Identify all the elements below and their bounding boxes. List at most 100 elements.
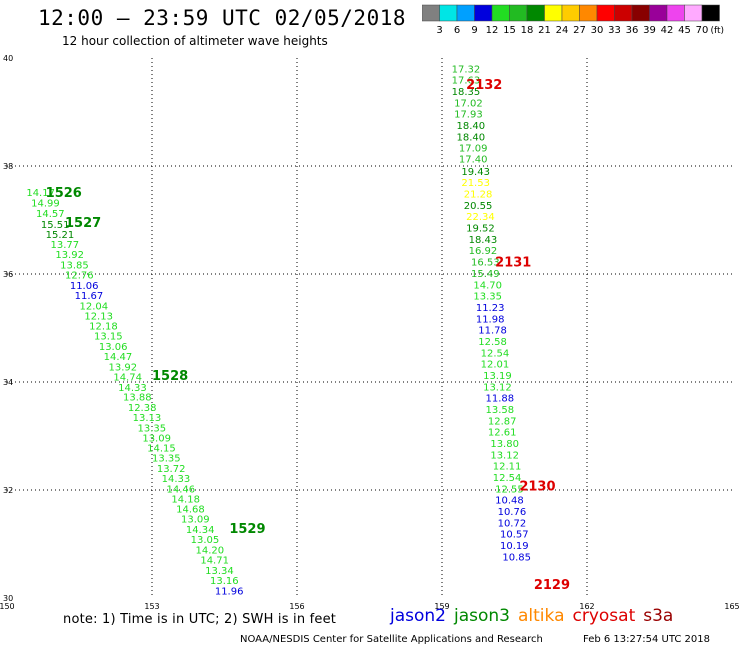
lat-tick-label: 32	[3, 486, 13, 495]
swh-value: 13.88	[123, 393, 152, 404]
credit-line: NOAA/NESDIS Center for Satellite Applica…	[240, 634, 543, 645]
swh-value: 15.49	[471, 269, 500, 280]
swh-value: 13.35	[152, 454, 181, 465]
legend-label: 27	[573, 25, 586, 36]
swh-value: 17.40	[459, 154, 488, 165]
pass-time-label: 1527	[65, 216, 101, 231]
swh-value: 13.72	[157, 464, 186, 475]
swh-value: 14.70	[473, 280, 502, 291]
lat-tick-label: 38	[3, 162, 13, 171]
swh-value: 11.78	[478, 326, 507, 337]
satellite-label-jason2: jason2	[390, 606, 446, 626]
swh-value: 14.68	[176, 504, 205, 515]
pass-time-label: 2129	[534, 578, 570, 593]
track-jason3: 14.1714.9914.5715.5115.2113.7713.9213.85…	[26, 186, 265, 598]
swh-value: 11.06	[70, 281, 99, 292]
satellite-label-jason3: jason3	[454, 606, 510, 626]
satellite-label-altika: altika	[518, 606, 565, 626]
legend-label: 33	[608, 25, 621, 36]
swh-value: 11.88	[486, 394, 515, 405]
swh-value: 17.93	[454, 110, 483, 121]
swh-value: 14.15	[147, 443, 176, 454]
page-subtitle: 12 hour collection of altimeter wave hei…	[62, 34, 328, 48]
swh-value: 13.16	[210, 576, 239, 587]
swh-value: 16.92	[469, 246, 498, 257]
swh-value: 20.55	[464, 201, 493, 212]
swh-value: 12.18	[89, 321, 118, 332]
swh-value: 18.40	[457, 132, 486, 143]
legend-label: 39	[643, 25, 656, 36]
color-legend: 3 6 9 12 15 18 21 24 27 30 33 36 39 42 45 70 (ft)	[422, 4, 724, 36]
legend-label: 18	[521, 25, 534, 36]
swh-value: 17.02	[454, 98, 483, 109]
swh-value: 15.51	[41, 220, 70, 231]
swh-value: 12.01	[481, 360, 510, 371]
legend-unit: (ft)	[710, 26, 724, 36]
swh-value: 14.33	[118, 383, 147, 394]
swh-value: 11.96	[215, 586, 244, 597]
swh-value: 13.58	[486, 405, 515, 416]
legend-swatch	[701, 4, 720, 22]
page-title: 12:00 – 23:59 UTC 02/05/2018	[38, 6, 407, 30]
swh-value: 12.58	[478, 337, 507, 348]
swh-value: 10.85	[502, 552, 531, 563]
swh-value: 10.48	[495, 496, 524, 507]
swh-value: 19.52	[466, 224, 495, 235]
lat-tick-label: 40	[3, 54, 13, 63]
map-grid	[7, 58, 732, 598]
swh-value: 11.23	[476, 303, 505, 314]
legend-label: 21	[538, 25, 551, 36]
swh-value: 18.43	[469, 235, 498, 246]
pass-time-label: 2132	[466, 78, 502, 93]
swh-value: 12.04	[80, 301, 109, 312]
issued-timestamp: Feb 6 13:27:54 UTC 2018	[583, 634, 710, 645]
legend-label: 9	[471, 25, 477, 36]
swh-value: 12.38	[128, 403, 157, 414]
swh-value: 14.17	[26, 188, 55, 199]
legend-label: 45	[678, 25, 691, 36]
swh-value: 13.85	[60, 260, 89, 271]
swh-value: 12.61	[488, 428, 517, 439]
swh-value: 14.47	[104, 352, 133, 363]
swh-value: 11.67	[75, 291, 104, 302]
swh-value: 21.28	[464, 190, 493, 201]
lon-tick-label: 156	[289, 602, 304, 611]
swh-value: 14.18	[171, 495, 200, 506]
swh-value: 12.87	[488, 416, 517, 427]
legend-label: 70	[696, 25, 709, 36]
swh-value: 21.53	[461, 178, 490, 189]
swh-value: 13.92	[55, 250, 84, 261]
legend-label: 6	[454, 25, 460, 36]
legend-label: 3	[436, 25, 442, 36]
swh-value: 16.53	[471, 258, 500, 269]
swh-value: 22.34	[466, 212, 495, 223]
swh-value: 12.54	[481, 348, 510, 359]
swh-value: 12.55	[495, 484, 524, 495]
swh-value: 15.21	[46, 230, 75, 241]
lon-tick-label: 162	[579, 602, 594, 611]
swh-value: 14.20	[196, 545, 225, 556]
swh-value: 10.72	[498, 518, 527, 529]
swh-value: 12.54	[493, 473, 522, 484]
swh-value: 13.06	[99, 342, 128, 353]
legend-label: 30	[591, 25, 604, 36]
swh-value: 14.57	[36, 209, 65, 220]
swh-value: 13.34	[205, 566, 234, 577]
swh-value: 13.09	[142, 434, 171, 445]
swh-value: 13.05	[191, 535, 220, 546]
lon-tick-label: 165	[724, 602, 739, 611]
legend-label: 12	[486, 25, 499, 36]
swh-value: 13.19	[483, 371, 512, 382]
lat-tick-label: 30	[3, 594, 13, 603]
swh-value: 13.35	[473, 292, 502, 303]
pass-time-label: 2130	[519, 480, 555, 495]
swh-value: 13.77	[51, 240, 80, 251]
lon-tick-label: 150	[0, 602, 15, 611]
swh-value: 13.12	[483, 382, 512, 393]
satellite-label-s3a: s3a	[643, 606, 674, 626]
swh-value: 17.09	[459, 144, 488, 155]
swh-value: 13.13	[133, 413, 162, 424]
track-cryosat: 17.3217.6318.3517.0217.9318.4018.4017.09…	[452, 64, 570, 593]
pass-time-label: 1526	[46, 186, 82, 201]
